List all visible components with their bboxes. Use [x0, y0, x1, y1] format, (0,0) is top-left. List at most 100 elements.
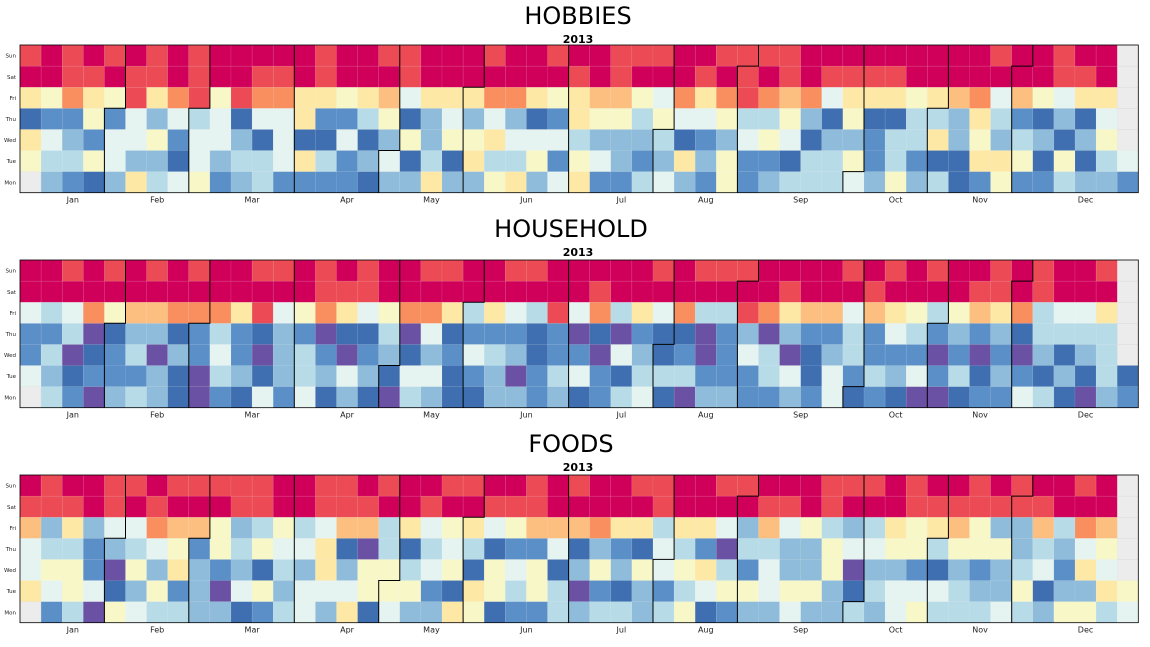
day-cell: [167, 474, 190, 497]
day-cell: [251, 86, 274, 109]
day-cell: [694, 323, 717, 345]
day-cell: [568, 386, 590, 408]
day-cell: [441, 365, 464, 387]
month-label: Sep: [793, 626, 808, 635]
day-cell: [1032, 601, 1055, 623]
day-cell: [589, 150, 612, 172]
weekday-label: Wed: [4, 353, 16, 359]
day-cell: [948, 44, 970, 67]
day-cell: [61, 538, 84, 560]
day-cell: [125, 301, 147, 324]
month-border: [462, 475, 485, 623]
day-cell: [420, 559, 443, 581]
day-cell: [842, 129, 865, 151]
day-cell: [1116, 601, 1139, 623]
day-cell: [336, 474, 358, 497]
day-cell: [272, 108, 295, 130]
day-cell: [104, 108, 126, 130]
day-cell: [40, 323, 63, 345]
day-cell: [821, 559, 844, 581]
day-cell: [821, 386, 844, 408]
day-cell: [547, 150, 569, 172]
panel-year: 2013: [563, 461, 594, 474]
day-cell: [821, 86, 844, 109]
day-cell: [905, 365, 928, 387]
day-cell: [1116, 580, 1139, 602]
day-cell: [83, 344, 105, 366]
day-cell: [1095, 280, 1118, 303]
day-cell: [188, 538, 211, 560]
day-cell: [547, 495, 569, 518]
day-cell: [462, 108, 485, 130]
day-cell: [884, 365, 907, 387]
day-cell: [1011, 301, 1034, 324]
day-cell: [399, 108, 422, 130]
day-cell: [505, 44, 527, 67]
day-cell: [589, 580, 612, 602]
month-border: [652, 260, 675, 408]
day-cell: [1074, 280, 1097, 303]
day-cell: [209, 580, 232, 602]
month-label: Feb: [150, 196, 164, 205]
month-label: Jan: [66, 196, 79, 205]
day-cell: [357, 580, 379, 602]
day-cell: [251, 280, 274, 303]
day-cell: [631, 301, 654, 324]
day-cell: [61, 386, 84, 408]
day-cell: [927, 44, 949, 67]
heatmap-cells: [19, 259, 1139, 408]
day-cell: [209, 323, 232, 345]
day-cell: [800, 129, 823, 151]
month-border: [842, 475, 865, 623]
day-cell: [357, 171, 379, 193]
day-cell: [969, 365, 991, 387]
day-cell: [315, 108, 337, 130]
month-label: Dec: [1078, 411, 1093, 420]
day-cell: [631, 365, 654, 387]
day-cell: [652, 150, 675, 172]
day-cell: [336, 150, 358, 172]
day-cell: [399, 601, 422, 623]
day-cell: [378, 365, 401, 387]
day-cell: [716, 301, 738, 324]
day-cell: [863, 171, 886, 193]
day-cell: [758, 344, 780, 366]
day-cell: [83, 44, 105, 67]
day-cell: [1095, 495, 1118, 518]
day-cell: [610, 280, 633, 303]
month-border: [652, 475, 675, 623]
day-cell: [272, 386, 295, 408]
day-cell: [927, 559, 949, 581]
day-cell: [1011, 495, 1034, 518]
day-cell: [146, 323, 168, 345]
day-cell: [209, 516, 232, 539]
day-cell: [526, 65, 548, 88]
day-cell: [209, 474, 232, 497]
day-cell: [272, 601, 295, 623]
day-cell: [673, 108, 696, 130]
day-cell: [209, 386, 232, 408]
day-cell: [821, 259, 844, 282]
day-cell: [842, 323, 865, 345]
day-cell: [399, 538, 422, 560]
day-cell: [737, 259, 759, 282]
day-cell: [716, 86, 738, 109]
day-cell: [146, 150, 168, 172]
day-cell: [399, 559, 422, 581]
month-border: [652, 45, 675, 193]
day-cell: [1095, 386, 1118, 408]
day-cell: [758, 386, 780, 408]
day-cell: [315, 538, 337, 560]
day-cell: [336, 129, 358, 151]
day-cell: [694, 129, 717, 151]
day-cell: [589, 365, 612, 387]
day-cell: [927, 344, 949, 366]
day-cell: [272, 129, 295, 151]
day-cell: [104, 365, 126, 387]
day-cell: [230, 171, 253, 193]
day-cell: [315, 171, 337, 193]
day-cell: [315, 323, 337, 345]
day-cell: [378, 516, 401, 539]
day-cell: [294, 171, 316, 193]
